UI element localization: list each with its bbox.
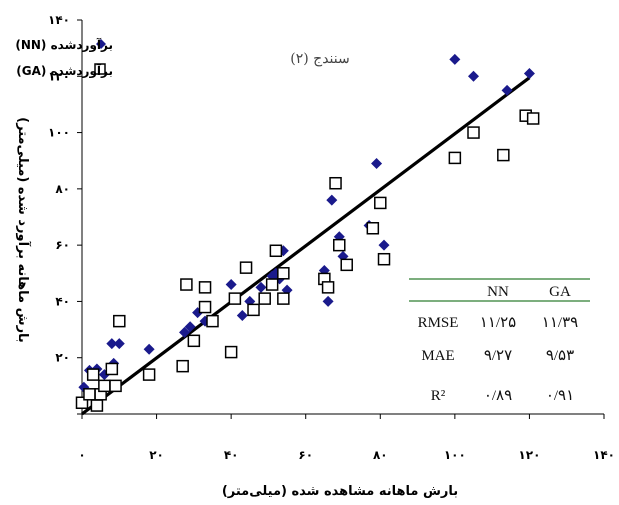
legend: برآوردشده (NN) برآوردشده (GA) — [15, 37, 113, 79]
ga-point — [176, 359, 189, 373]
ga-point — [448, 151, 462, 165]
y-axis-label: بارش ماهانه برآورد شده (میلی‌متر) — [15, 117, 32, 343]
nn-point — [106, 338, 118, 350]
x-tick-label: ۴۰ — [224, 448, 239, 462]
chart-title: سنندج (۲) — [290, 51, 349, 67]
x-tick-label: ۶۰ — [298, 448, 313, 462]
x-axis-ticks: ۰ ۲۰ ۴۰ ۶۰ ۸۰ ۱۰۰ ۱۲۰ ۱۴۰ — [78, 414, 615, 462]
ga-point — [206, 314, 219, 328]
ga-point — [269, 244, 283, 258]
nn-point — [449, 53, 461, 65]
y-tick-label: ۴۰ — [55, 294, 70, 308]
ga-point — [113, 314, 126, 328]
ga-point — [180, 278, 193, 291]
ga-point — [340, 258, 353, 272]
nn-point — [184, 321, 196, 333]
ga-point — [247, 303, 260, 317]
nn-point — [225, 279, 237, 291]
fit-line — [81, 76, 531, 416]
nn-point — [378, 239, 390, 251]
nn-point — [143, 343, 155, 355]
nn-point — [236, 310, 248, 321]
ga-point — [277, 292, 290, 305]
ga-point — [228, 292, 242, 305]
ga-point — [377, 252, 391, 266]
nn-point — [326, 194, 338, 206]
ga-point — [198, 300, 212, 314]
ga-point — [75, 396, 89, 409]
ga-point — [321, 281, 335, 294]
x-tick-label: ۲۰ — [149, 448, 164, 462]
y-tick-label: ۶۰ — [55, 238, 70, 252]
ga-point — [277, 267, 290, 280]
nn-point — [113, 338, 125, 350]
legend-marker-ga — [94, 63, 106, 75]
x-tick-label: ۸۰ — [373, 448, 388, 462]
ga-point — [198, 281, 212, 294]
stats-row-label-mae: MAE — [421, 348, 454, 364]
stats-col-nn: NN — [487, 284, 509, 300]
stats-col-ga: GA — [549, 284, 571, 300]
ga-point — [224, 345, 238, 359]
stats-r2-nn: ۰/۸۹ — [484, 388, 512, 404]
nn-point — [255, 281, 267, 293]
stats-row-label-r2: R² — [431, 388, 446, 404]
stats-table: NN GA RMSE ۱۱/۲۵ ۱۱/۳۹ MAE ۹/۲۷ ۹/۵۳ R² … — [409, 278, 590, 404]
ga-point — [142, 368, 156, 381]
stats-row-label-rmse: RMSE — [418, 315, 459, 331]
ga-point — [526, 112, 540, 125]
y-tick-label: ۱۴۰ — [48, 13, 70, 27]
legend-label-ga: برآوردشده (GA) — [16, 63, 113, 79]
ga-point — [333, 238, 346, 252]
ga-point — [86, 368, 100, 381]
ga-point — [83, 388, 96, 401]
ga-point — [467, 126, 480, 139]
y-axis-ticks: ۲۰ ۴۰ ۶۰ ۸۰ ۱۰۰ ۱۲۰ ۱۴۰ — [48, 13, 82, 415]
y-tick-label: ۸۰ — [55, 182, 70, 196]
stats-rmse-ga: ۱۱/۳۹ — [542, 315, 578, 331]
nn-point — [523, 67, 535, 79]
ga-point — [90, 399, 104, 412]
fit-line-layer — [81, 76, 531, 416]
ga-point — [105, 362, 119, 376]
plot-frame — [81, 20, 604, 415]
nn-point — [468, 70, 479, 82]
ga-point — [258, 292, 271, 305]
stats-rmse-nn: ۱۱/۲۵ — [480, 315, 516, 331]
ga-point — [239, 261, 253, 274]
ga-point — [98, 379, 111, 393]
x-tick-label: ۱۴۰ — [593, 448, 615, 462]
stats-mae-ga: ۹/۵۳ — [546, 348, 574, 364]
legend-label-nn: برآوردشده (NN) — [15, 37, 113, 53]
ga-point — [366, 222, 380, 235]
ga-point — [265, 278, 279, 291]
ga-point — [109, 379, 122, 393]
y-tick-label: ۱۲۰ — [48, 69, 70, 83]
nn-point — [371, 158, 383, 170]
legend-marker-nn — [96, 39, 106, 49]
x-tick-label: ۱۲۰ — [518, 448, 540, 462]
x-tick-label: ۱۰۰ — [444, 448, 466, 462]
ga-point — [374, 196, 387, 210]
nn-point — [322, 295, 334, 307]
y-tick-label: ۲۰ — [55, 351, 70, 365]
y-tick-label: ۱۰۰ — [48, 126, 70, 140]
ga-point — [329, 176, 342, 190]
x-axis-label: بارش ماهانه مشاهده شده (میلی‌متر) — [222, 484, 458, 499]
stats-r2-ga: ۰/۹۱ — [546, 388, 574, 404]
ga-point — [497, 148, 510, 162]
nn-point — [179, 326, 191, 338]
nn-point — [501, 84, 513, 96]
x-tick-label: ۰ — [78, 448, 85, 462]
points-layer — [75, 53, 540, 412]
ga-point — [187, 334, 201, 348]
stats-mae-nn: ۹/۲۷ — [484, 348, 512, 364]
